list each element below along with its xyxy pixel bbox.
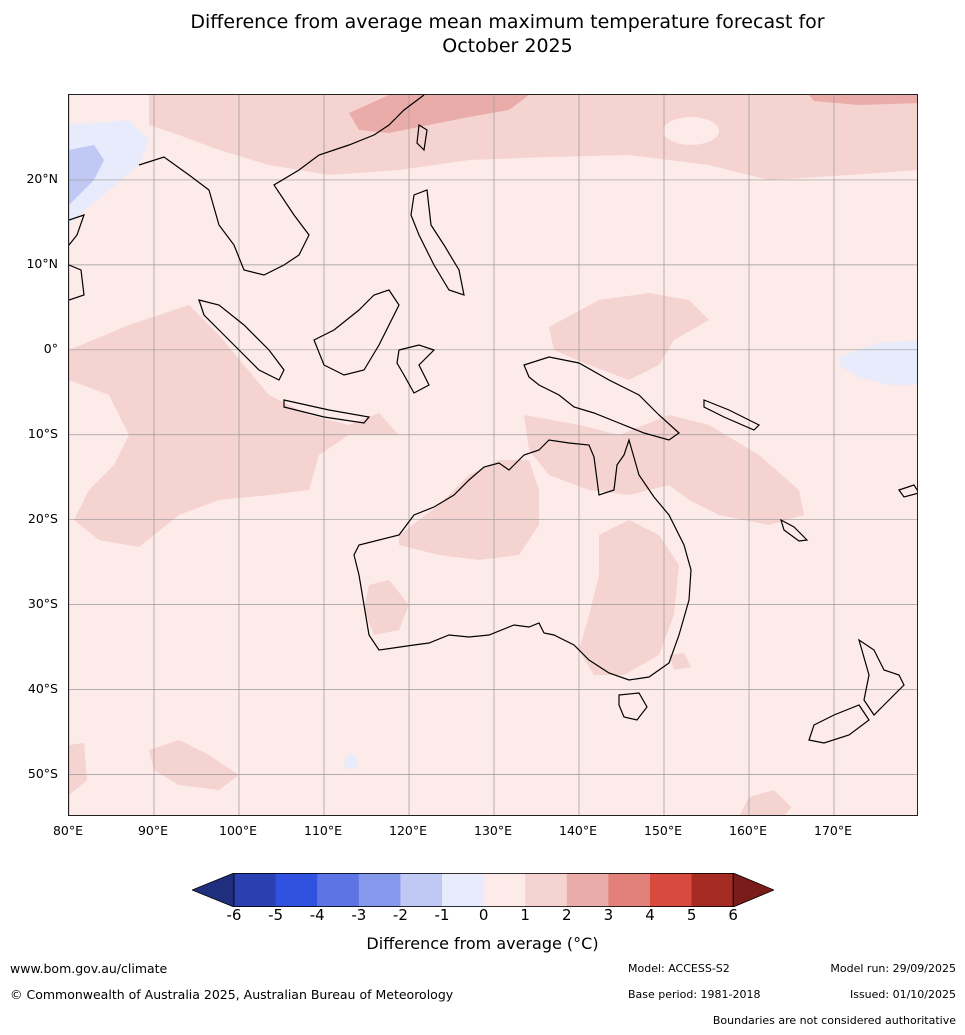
neutral-pocket-pacific [663,117,719,145]
coast-indochina [138,95,425,276]
colorbar-tick-label: -2 [392,906,408,924]
colorbar-segment [275,873,318,907]
longitude-label: 150°E [643,823,683,838]
colorbar-label: Difference from average (°C) [366,934,599,953]
coast-india [69,214,85,246]
colorbar-tick-label: 0 [478,906,489,924]
coast-sri-lanka [69,264,85,301]
cool-anomaly-east [839,340,917,385]
coast-taiwan [416,123,428,152]
longitude-label: 160°E [728,823,768,838]
colorbar-tick-label: -5 [268,906,284,924]
graticule [69,95,917,815]
latitude-label: 20°S [27,510,58,526]
warm-blob-south-far-west [69,743,87,795]
coast-java [283,399,371,424]
footer-issued: Issued: 01/10/2025 [849,988,956,1001]
footer-website: www.bom.gov.au/climate [10,961,168,976]
colorbar-extend-high [732,873,774,907]
latitude-label: 30°S [27,595,58,611]
cool-anomaly-west-core [69,145,104,205]
colorbar-extend-low [192,873,235,907]
warm-blob-tasman [669,653,691,670]
colorbar-tick-label: -4 [309,906,325,924]
colorbar-tick-label: -6 [226,906,242,924]
warm-blob-south-west [149,740,239,790]
latitude-label: 40°S [27,680,58,696]
warm-band-north [149,95,917,180]
coast-new-zealand-south [808,704,870,744]
colorbar-segment [483,873,526,907]
colorbar-segment [400,873,443,907]
warm-indian-ocean [69,305,399,547]
latitude-label: 20°N [26,170,58,186]
coast-tasmania [618,692,648,721]
coast-new-caledonia [780,518,809,542]
colorbar-segment [442,873,485,907]
coast-philippines [410,189,465,296]
warm-blob-south-east [740,790,791,815]
longitude-label: 120°E [388,823,428,838]
footer-disclaimer: Boundaries are not considered authoritat… [712,1014,956,1027]
colorbar-segment [358,873,401,907]
coast-borneo [313,289,400,376]
colorbar-tick-label: 2 [562,906,572,924]
coast-sumatra [198,299,285,381]
longitude-label: 170°E [813,823,853,838]
colorbar-tick-label: 3 [603,906,614,924]
cool-spot-south [344,755,358,769]
longitude-label: 90°E [137,823,169,838]
footer-copyright: © Commonwealth of Australia 2025, Austra… [10,987,454,1002]
map-svg [69,95,917,815]
longitude-label: 80°E [52,823,84,838]
colorbar-segment [691,873,734,907]
warm-pocket-china [349,95,529,133]
colorbar-segment [234,873,277,907]
warm-australia-interior [399,460,539,560]
forecast-map [68,94,918,816]
warm-australia-southwest [364,580,409,635]
colorbar-tick-label: -3 [351,906,367,924]
longitude-label: 100°E [218,823,258,838]
coast-new-guinea [523,356,680,441]
colorbar-tick-label: 1 [520,906,530,924]
colorbar-border [233,873,734,907]
colorbar [192,873,774,907]
coast-fiji [898,484,917,498]
colorbar-segment [608,873,651,907]
warm-patch-equatorial [549,293,709,380]
coast-sulawesi [396,344,436,394]
footer-base-period: Base period: 1981-2018 [628,988,761,1001]
title-line-2: October 2025 [442,35,573,57]
map-title: Difference from average mean maximum tem… [0,10,965,58]
title-line-1: Difference from average mean maximum tem… [190,11,825,33]
latitude-label: 10°S [27,425,58,441]
coast-solomons [703,399,761,431]
longitude-label: 110°E [303,823,343,838]
colorbar-tick-label: 6 [728,906,738,924]
footer-model: Model: ACCESS-S2 [628,962,730,975]
latitude-label: 10°N [26,255,58,271]
colorbar-segment [317,873,360,907]
warm-australia-southeast [579,520,679,675]
footer-model-run: Model run: 29/09/2025 [830,962,956,975]
colorbar-segment [525,873,568,907]
latitude-label: 0° [43,340,58,356]
colorbar-segment [566,873,609,907]
latitude-label: 50°S [27,765,58,781]
colorbar-segment [650,873,693,907]
warm-pocket-pacific [809,95,917,105]
colorbar-tick-label: 5 [686,906,697,924]
longitude-label: 130°E [473,823,513,838]
coastlines [69,95,917,744]
coast-australia [353,437,692,681]
colorbar-tick-label: 4 [645,906,655,924]
colorbar-tick-label: -1 [434,906,450,924]
longitude-label: 140°E [558,823,598,838]
coast-new-zealand-north [857,638,905,716]
